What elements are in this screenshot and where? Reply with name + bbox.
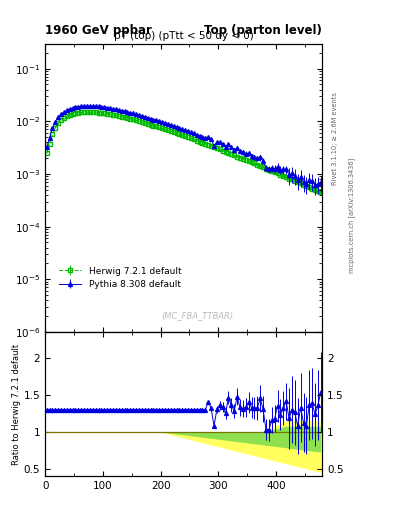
Title: pT (top) (pTtt < 50 dy < 0): pT (top) (pTtt < 50 dy < 0) (114, 31, 253, 41)
Y-axis label: Ratio to Herwig 7.2.1 default: Ratio to Herwig 7.2.1 default (12, 344, 21, 464)
Text: Rivet 3.1.10; ≥ 2.6M events: Rivet 3.1.10; ≥ 2.6M events (332, 92, 338, 185)
Text: (MC_FBA_TTBAR): (MC_FBA_TTBAR) (162, 311, 234, 321)
Legend: Herwig 7.2.1 default, Pythia 8.308 default: Herwig 7.2.1 default, Pythia 8.308 defau… (55, 263, 185, 293)
Text: mcplots.cern.ch [arXiv:1306.3436]: mcplots.cern.ch [arXiv:1306.3436] (348, 157, 354, 273)
Text: Top (parton level): Top (parton level) (204, 24, 322, 37)
Text: 1960 GeV ppbar: 1960 GeV ppbar (45, 24, 152, 37)
